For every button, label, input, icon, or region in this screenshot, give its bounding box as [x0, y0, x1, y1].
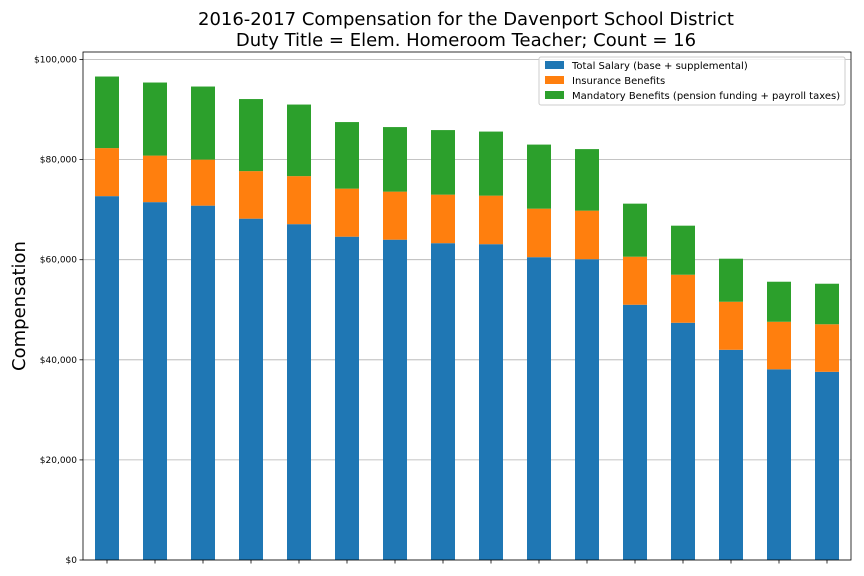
- bar-segment-mandatory: [239, 99, 263, 172]
- y-tick-label: $20,000: [40, 456, 77, 466]
- bar-segment-mandatory: [623, 203, 647, 257]
- bar-segment-salary: [335, 236, 359, 561]
- bar-segment-salary: [239, 218, 263, 560]
- legend-swatch-mandatory: [545, 91, 564, 99]
- legend: Total Salary (base + supplemental) Insur…: [538, 56, 846, 106]
- bar-segment-salary: [527, 257, 551, 560]
- y-tick-label: $100,000: [34, 56, 77, 66]
- bar-segment-mandatory: [287, 104, 311, 177]
- legend-box: [538, 56, 846, 106]
- axes: [79, 51, 852, 564]
- bar-segment-salary: [479, 244, 503, 561]
- bar-segment-insurance: [431, 194, 455, 244]
- bar-segment-insurance: [623, 256, 647, 305]
- chart-title-line-1: 2016-2017 Compensation for the Davenport…: [198, 9, 734, 30]
- y-tick-label: $0: [66, 556, 78, 566]
- bar-segment-insurance: [239, 171, 263, 219]
- y-tick-label: $40,000: [40, 356, 77, 366]
- bar-segment-salary: [623, 304, 647, 560]
- bar-segment-insurance: [767, 321, 791, 370]
- bar-segment-mandatory: [191, 86, 215, 160]
- bar-segment-mandatory: [479, 131, 503, 196]
- bar-segment-salary: [575, 259, 599, 560]
- bar-segment-salary: [767, 369, 791, 560]
- bar-segment-mandatory: [575, 149, 599, 211]
- bar-segment-salary: [95, 196, 119, 560]
- bar-segment-mandatory: [671, 225, 695, 275]
- legend-label-mandatory: Mandatory Benefits (pension funding + pa…: [572, 91, 840, 102]
- bar-segment-insurance: [671, 274, 695, 323]
- bar-segment-mandatory: [815, 283, 839, 325]
- bar-segment-insurance: [527, 208, 551, 258]
- bar-segment-mandatory: [95, 76, 119, 149]
- bar-segment-insurance: [335, 188, 359, 237]
- bar-segment-insurance: [191, 159, 215, 206]
- bar-segment-insurance: [479, 195, 503, 245]
- legend-label-salary: Total Salary (base + supplemental): [571, 61, 748, 72]
- bar-segment-mandatory: [527, 144, 551, 209]
- bar-segment-insurance: [287, 176, 311, 225]
- bar-segment-insurance: [143, 155, 167, 203]
- bar-segment-mandatory: [431, 130, 455, 195]
- chart-title-line-2: Duty Title = Elem. Homeroom Teacher; Cou…: [236, 30, 696, 51]
- bar-segment-insurance: [719, 301, 743, 350]
- bar-segment-insurance: [815, 324, 839, 372]
- legend-swatch-insurance: [545, 76, 564, 84]
- bar-segment-salary: [431, 243, 455, 560]
- y-tick-label: $80,000: [40, 156, 77, 166]
- bar-segment-salary: [815, 371, 839, 560]
- bar-segment-salary: [287, 224, 311, 560]
- y-axis-label: Compensation: [9, 241, 30, 371]
- plot-frame: [82, 51, 852, 561]
- y-tick-labels: $0 $20,000 $40,000 $60,000 $80,000 $100,000: [34, 56, 77, 566]
- bar-segment-salary: [719, 349, 743, 560]
- bar-segment-mandatory: [383, 127, 407, 192]
- legend-label-insurance: Insurance Benefits: [572, 76, 665, 87]
- bar-segment-salary: [671, 322, 695, 560]
- bar-segment-insurance: [575, 210, 599, 260]
- bar-segment-mandatory: [719, 258, 743, 302]
- y-tick-label: $60,000: [40, 256, 77, 266]
- bar-segment-mandatory: [335, 122, 359, 189]
- bar-segment-insurance: [383, 191, 407, 240]
- bar-segment-insurance: [95, 148, 119, 197]
- bar-segment-mandatory: [767, 281, 791, 322]
- bars: [95, 76, 839, 561]
- bar-segment-salary: [191, 205, 215, 560]
- bar-segment-salary: [383, 239, 407, 560]
- bar-segment-salary: [143, 202, 167, 561]
- legend-swatch-salary: [545, 61, 564, 69]
- bar-segment-mandatory: [143, 82, 167, 156]
